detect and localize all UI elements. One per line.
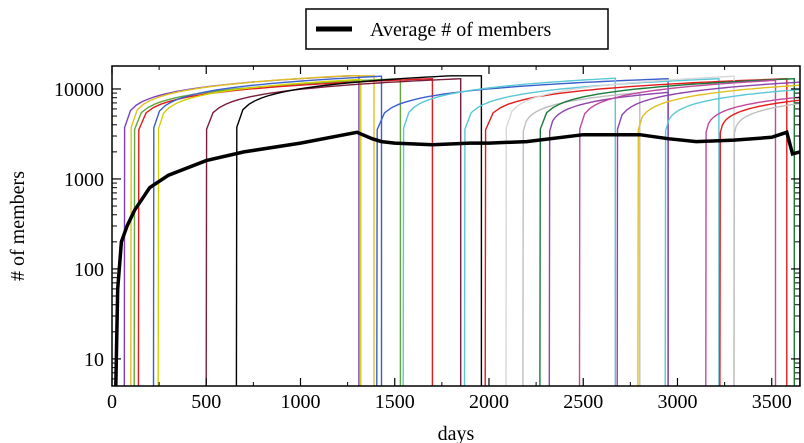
growth-curve-line — [705, 96, 800, 386]
growth-curve-line — [522, 91, 641, 386]
growth-curve-line — [719, 99, 800, 386]
growth-curve-line — [137, 77, 434, 386]
growth-curve-line — [578, 79, 777, 386]
growth-curve-line — [152, 75, 383, 386]
x-tick-label: 3500 — [752, 391, 792, 413]
growth-curve-line — [664, 88, 800, 386]
growth-curve-line — [157, 78, 362, 386]
growth-curve-line — [205, 77, 462, 386]
x-tick-label: 1000 — [280, 391, 320, 413]
y-axis-title: # of members — [7, 171, 29, 281]
x-tick-label: 3000 — [657, 391, 697, 413]
x-tick-label: 500 — [191, 391, 221, 413]
legend: Average # of members — [305, 8, 609, 50]
axis-ticks: 0 500 1000 1500 2000 2500 3000 3500 10 100 1000 100… — [54, 66, 800, 413]
x-axis-title: days — [438, 423, 475, 443]
growth-curve-line — [402, 77, 616, 386]
growth-curve-line — [376, 77, 669, 386]
x-tick-label: 2500 — [563, 391, 603, 413]
x-tick-label: 0 — [107, 391, 117, 413]
series-lines — [114, 75, 800, 386]
growth-curve-line — [235, 75, 483, 386]
growth-curve-line — [637, 84, 800, 386]
y-tick-label: 10000 — [54, 79, 104, 101]
legend-box — [305, 8, 609, 50]
plot-frame — [111, 65, 801, 387]
y-tick-label: 100 — [74, 259, 104, 281]
plot-area: 0 500 1000 1500 2000 2500 3000 3500 10 100 1000 100… — [54, 65, 801, 413]
y-tick-label: 10 — [84, 349, 104, 371]
y-tick-label: 1000 — [64, 169, 104, 191]
growth-curve-line — [484, 77, 788, 386]
x-tick-label: 1500 — [375, 391, 415, 413]
growth-curve-line — [733, 102, 800, 386]
growth-curve-line — [130, 75, 375, 386]
growth-curve-line — [616, 81, 800, 386]
legend-label: Average # of members — [370, 19, 551, 41]
growth-curve-line — [505, 75, 735, 386]
growth-curve-line — [463, 77, 720, 386]
average-members-line — [114, 130, 800, 386]
x-tick-label: 2000 — [469, 391, 509, 413]
growth-curve-line — [123, 75, 360, 386]
growth-curve-line — [539, 77, 795, 386]
